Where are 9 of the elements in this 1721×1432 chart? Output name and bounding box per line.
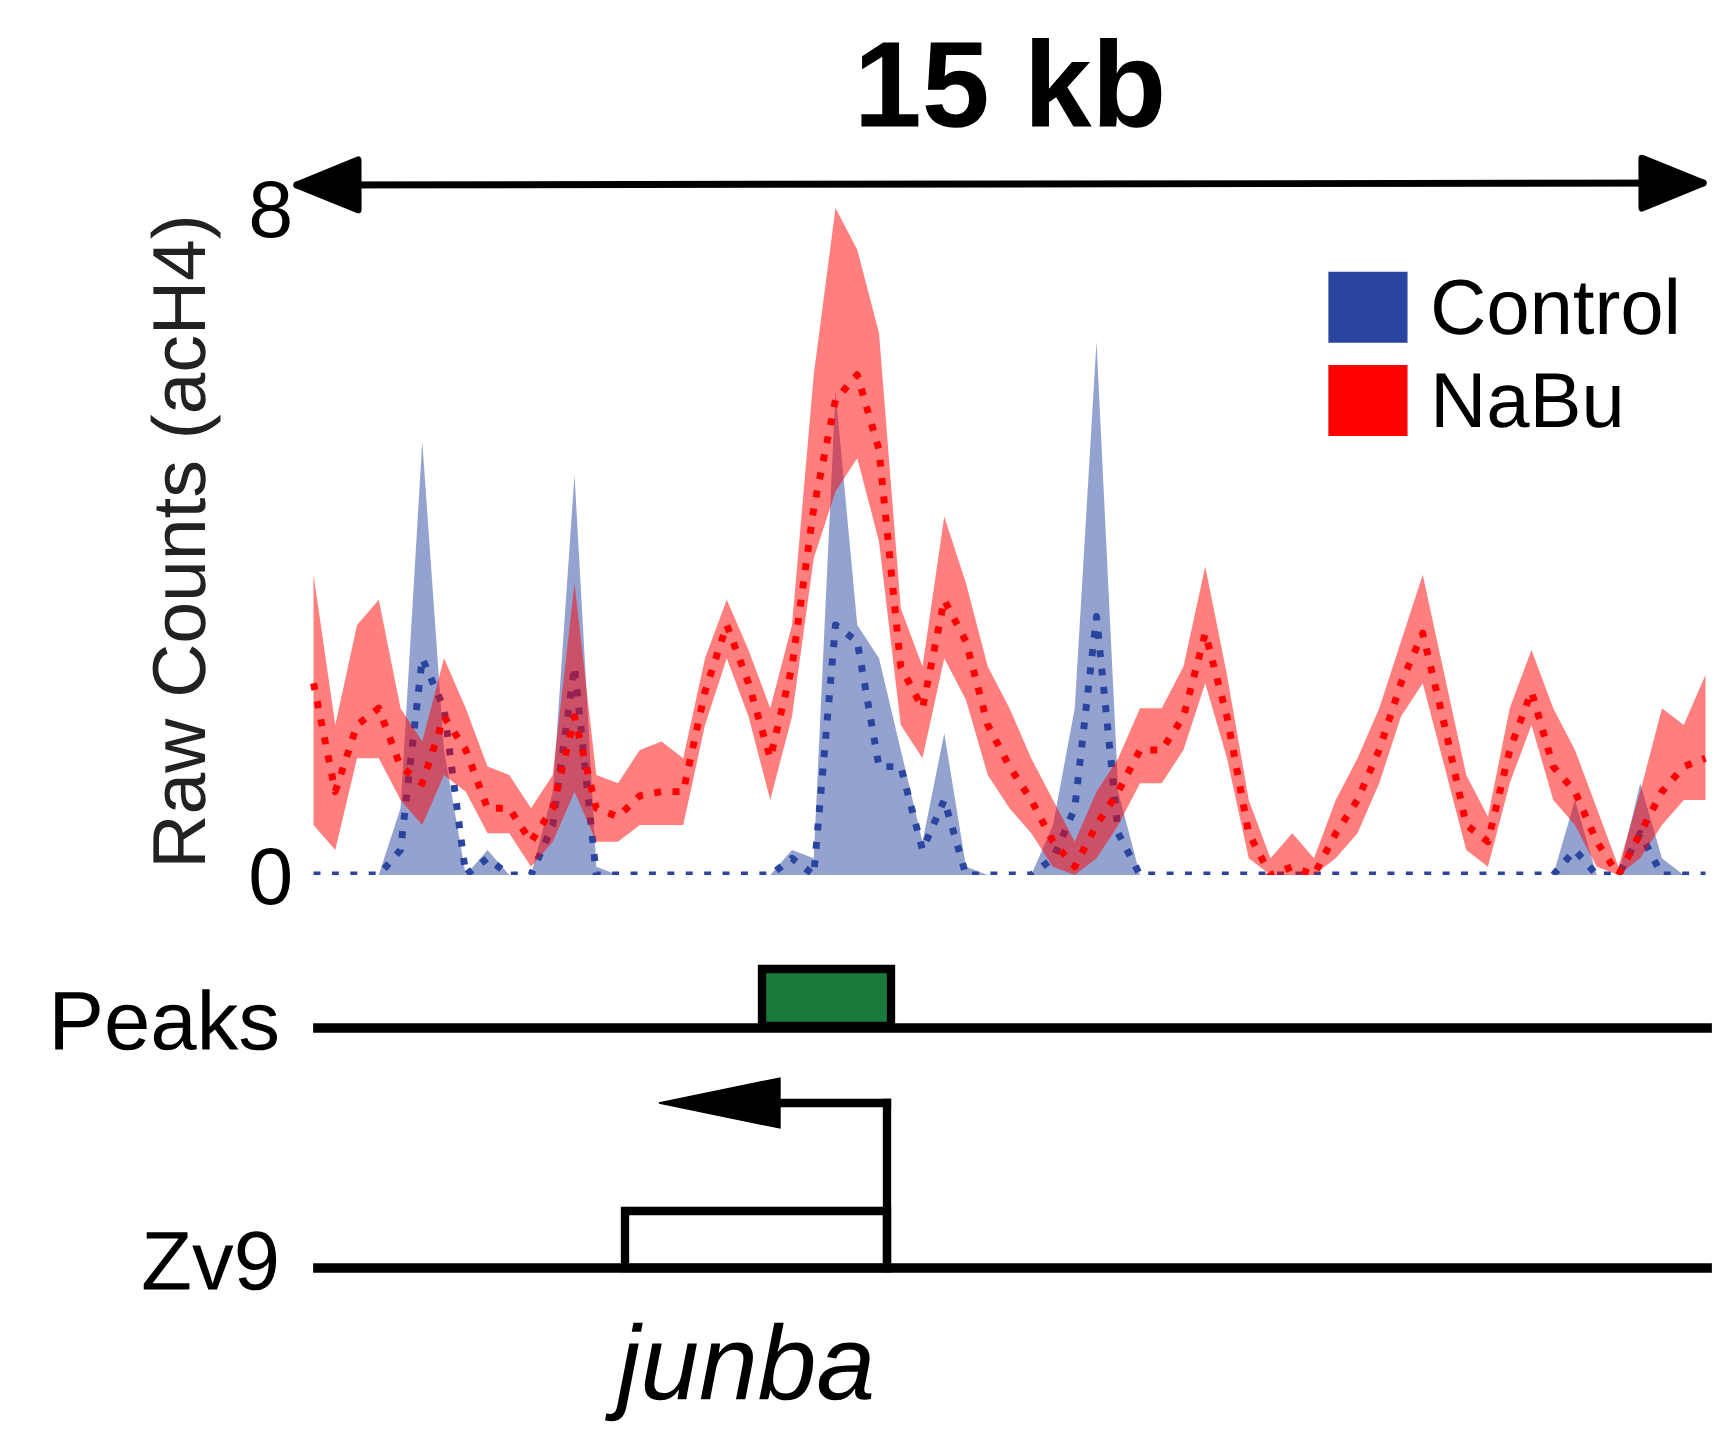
y-tick-label: 8 bbox=[251, 180, 290, 238]
y-tick-label: 0 bbox=[251, 847, 290, 905]
y-axis-title: Raw Counts (acH4) bbox=[150, 218, 221, 863]
text: Peaks bbox=[55, 989, 277, 1051]
text: junba bbox=[605, 1322, 872, 1422]
text: Zv9 bbox=[143, 1231, 277, 1291]
legend-label: NaBu bbox=[1436, 373, 1620, 428]
chart-title: 15 kb bbox=[861, 38, 1162, 128]
legend-label: Control bbox=[1434, 277, 1676, 335]
